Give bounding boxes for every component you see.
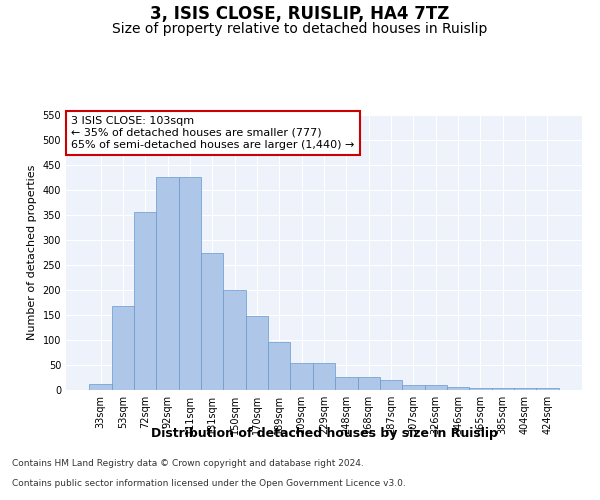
Bar xyxy=(89,384,112,390)
Bar xyxy=(290,362,313,390)
Bar xyxy=(402,384,425,390)
Bar xyxy=(179,176,201,390)
Bar xyxy=(491,388,514,390)
Bar xyxy=(246,316,268,390)
Bar xyxy=(134,212,157,390)
Text: Distribution of detached houses by size in Ruislip: Distribution of detached houses by size … xyxy=(151,428,497,440)
Bar xyxy=(223,290,246,390)
Y-axis label: Number of detached properties: Number of detached properties xyxy=(27,165,37,340)
Text: 3 ISIS CLOSE: 103sqm
← 35% of detached houses are smaller (777)
65% of semi-deta: 3 ISIS CLOSE: 103sqm ← 35% of detached h… xyxy=(71,116,355,150)
Bar xyxy=(358,377,380,390)
Bar xyxy=(313,362,335,390)
Text: Contains HM Land Registry data © Crown copyright and database right 2024.: Contains HM Land Registry data © Crown c… xyxy=(12,458,364,468)
Bar xyxy=(157,176,179,390)
Bar xyxy=(447,386,469,390)
Bar xyxy=(536,388,559,390)
Bar xyxy=(425,384,447,390)
Bar xyxy=(268,342,290,390)
Bar xyxy=(112,306,134,390)
Bar xyxy=(201,252,223,390)
Text: Size of property relative to detached houses in Ruislip: Size of property relative to detached ho… xyxy=(112,22,488,36)
Bar xyxy=(335,377,358,390)
Bar xyxy=(469,388,491,390)
Text: 3, ISIS CLOSE, RUISLIP, HA4 7TZ: 3, ISIS CLOSE, RUISLIP, HA4 7TZ xyxy=(151,5,449,23)
Bar xyxy=(380,380,402,390)
Text: Contains public sector information licensed under the Open Government Licence v3: Contains public sector information licen… xyxy=(12,478,406,488)
Bar xyxy=(514,388,536,390)
